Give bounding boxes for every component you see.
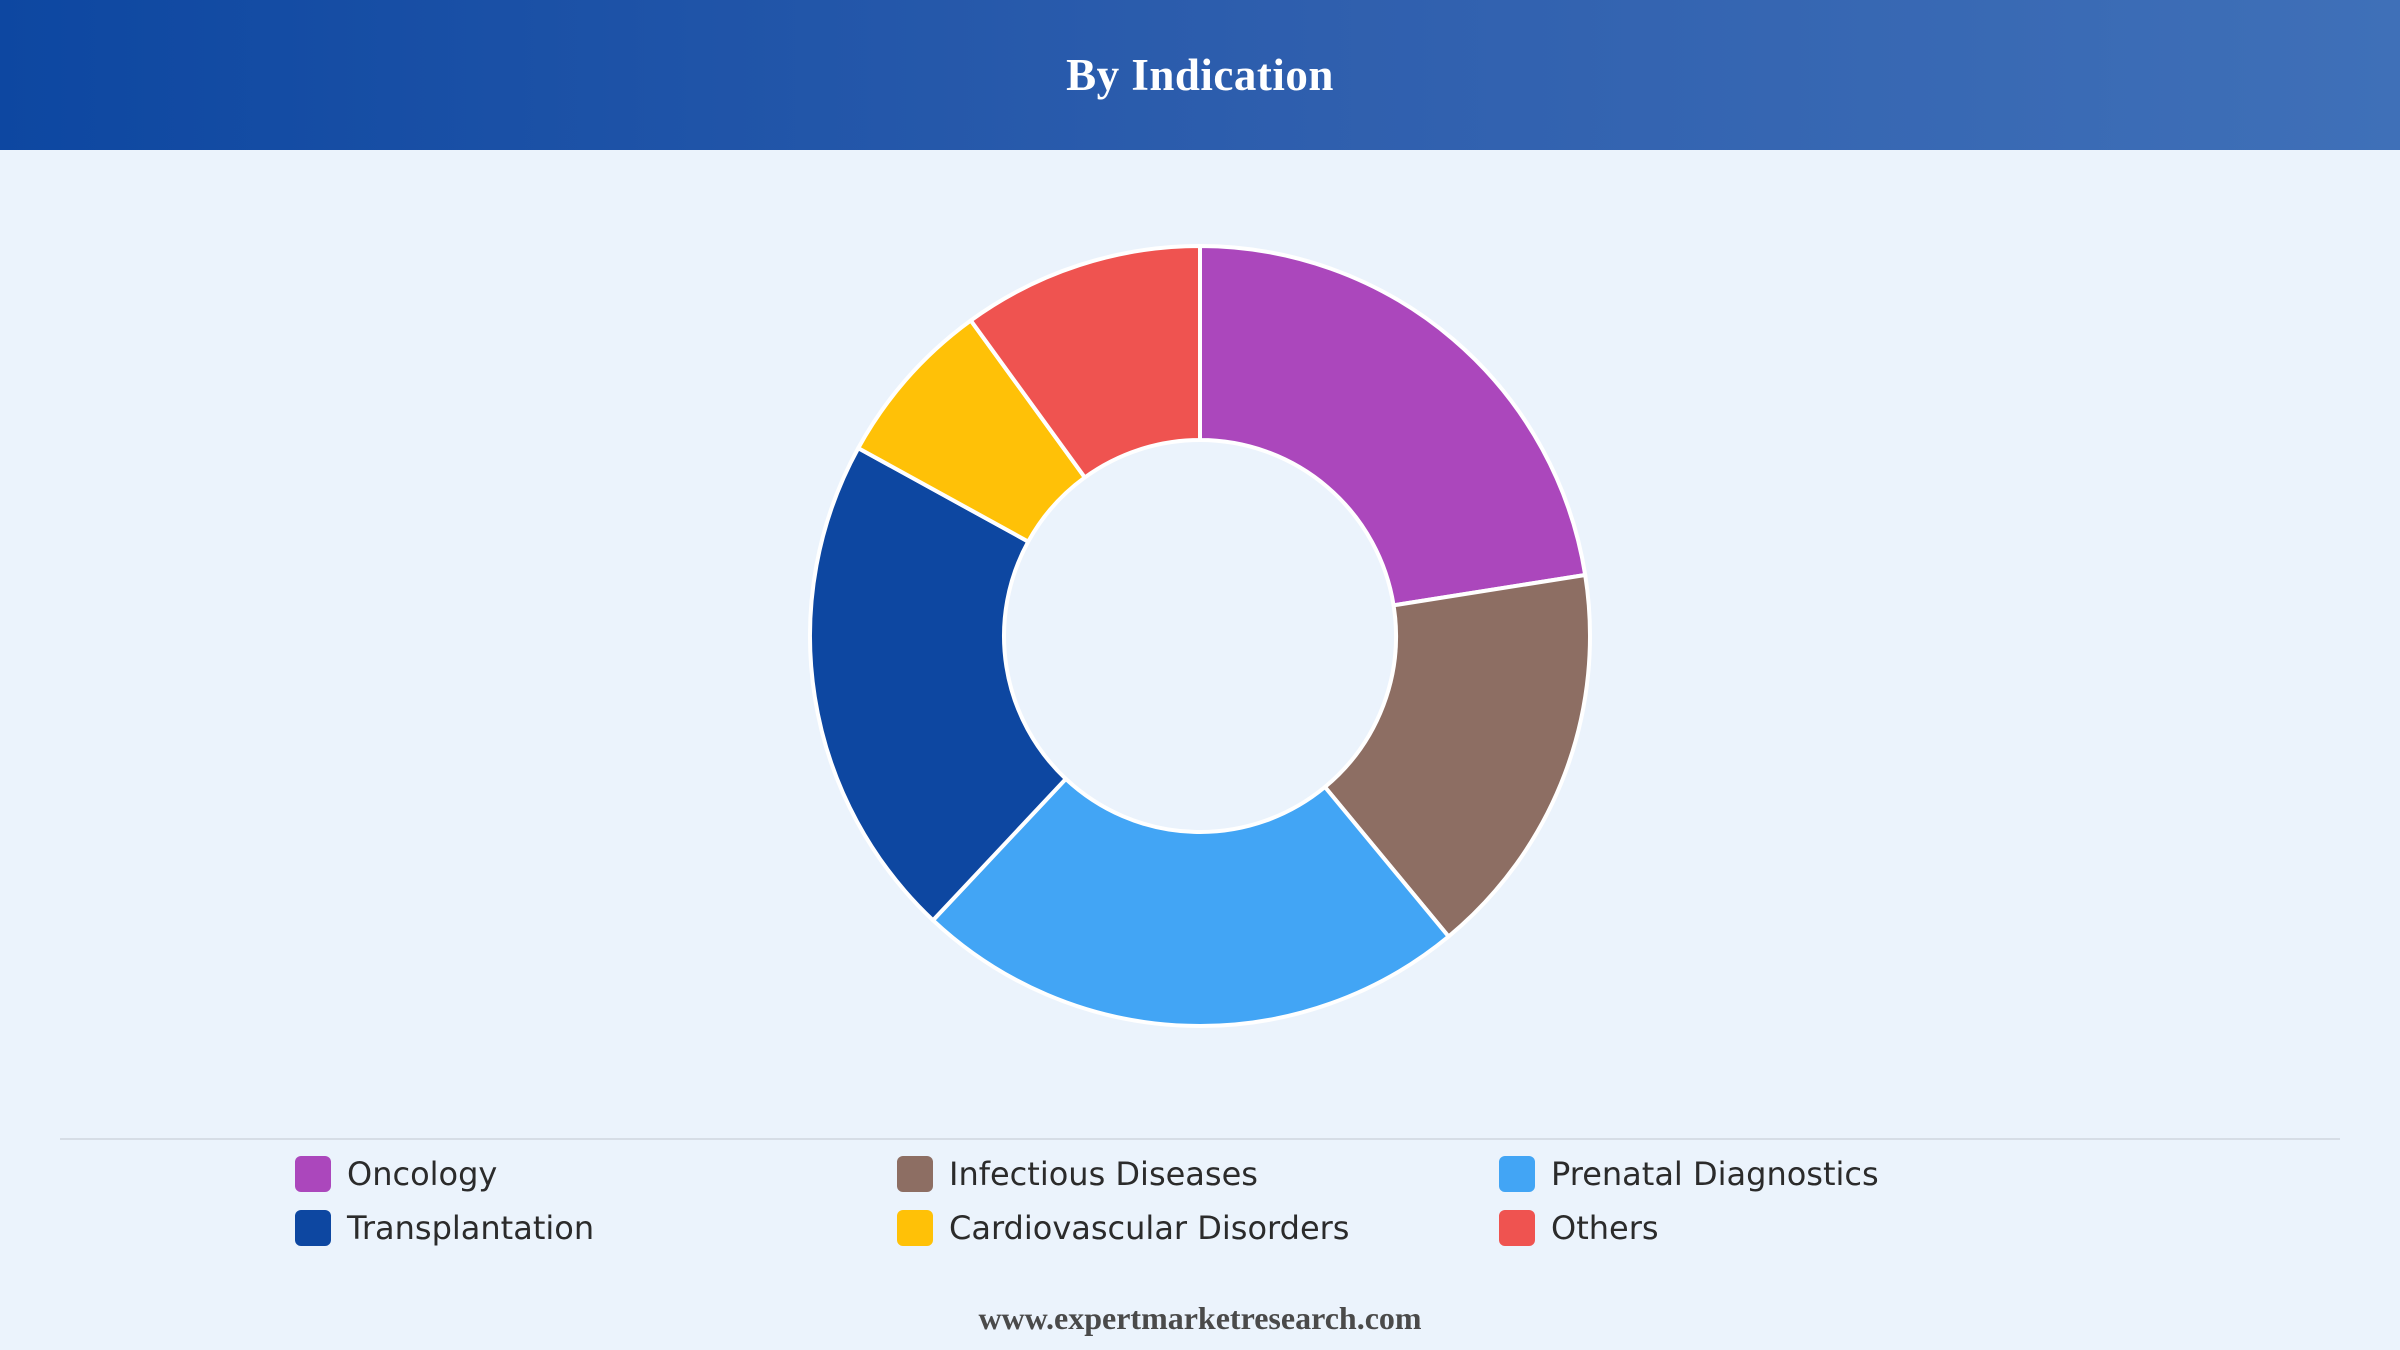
donut-chart — [808, 244, 1592, 1028]
source-watermark: www.expertmarketresearch.com — [978, 1300, 1422, 1336]
legend-swatch — [897, 1210, 933, 1246]
legend-swatch — [295, 1156, 331, 1192]
legend-label: Transplantation — [347, 1209, 595, 1247]
legend-swatch — [1499, 1210, 1535, 1246]
legend-label: Others — [1551, 1209, 1659, 1247]
legend-label: Cardiovascular Disorders — [949, 1209, 1350, 1247]
legend-swatch — [897, 1156, 933, 1192]
slice-transplantation[interactable] — [808, 446, 1068, 923]
legend-swatch — [295, 1210, 331, 1246]
chart-title: By Indication — [1066, 50, 1334, 100]
chart-legend: Oncology Infectious Diseases Prenatal Di… — [295, 1155, 2155, 1247]
slice-prenatal-diagnostics[interactable] — [931, 776, 1451, 1028]
legend-item-oncology[interactable]: Oncology — [295, 1155, 897, 1193]
slice-oncology[interactable] — [1198, 244, 1588, 608]
legend-label: Oncology — [347, 1155, 498, 1193]
legend-item-prenatal-diagnostics[interactable]: Prenatal Diagnostics — [1499, 1155, 2101, 1193]
legend-item-infectious-diseases[interactable]: Infectious Diseases — [897, 1155, 1499, 1193]
slice-others[interactable] — [968, 244, 1202, 480]
legend-swatch — [1499, 1156, 1535, 1192]
legend-item-transplantation[interactable]: Transplantation — [295, 1209, 897, 1247]
slice-infectious-diseases[interactable] — [1322, 572, 1592, 939]
header-bar: By Indication — [0, 0, 2400, 150]
legend-item-others[interactable]: Others — [1499, 1209, 2101, 1247]
legend-label: Prenatal Diagnostics — [1551, 1155, 1879, 1193]
legend-divider — [60, 1138, 2340, 1140]
legend-label: Infectious Diseases — [949, 1155, 1258, 1193]
legend-item-cardiovascular-disorders[interactable]: Cardiovascular Disorders — [897, 1209, 1499, 1247]
